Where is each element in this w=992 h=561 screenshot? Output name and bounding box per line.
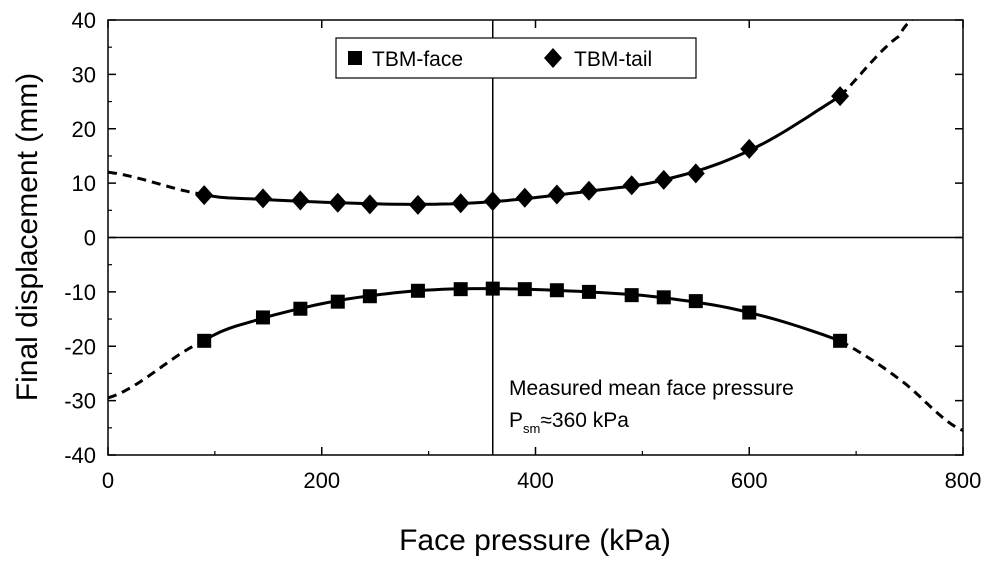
marker-tbm-face — [624, 288, 639, 303]
y-tick-label: 0 — [84, 226, 96, 251]
marker-tbm-tail — [408, 194, 427, 215]
marker-tbm-face — [410, 283, 425, 298]
legend: TBM-face TBM-tail — [335, 37, 697, 79]
marker-tbm-tail — [291, 190, 310, 211]
marker-tbm-tail — [483, 191, 502, 212]
y-axis-title: Final displacement (mm) — [11, 73, 44, 401]
x-tick-label: 0 — [102, 468, 114, 493]
x-tick-label: 800 — [945, 468, 982, 493]
marker-tbm-face — [742, 305, 757, 320]
fit-curve-extrapolation-tbm-face-1 — [839, 339, 963, 432]
plot-layer — [108, 20, 963, 455]
annotation: Measured mean face pressure Psm≈360 kPa — [509, 377, 794, 436]
marker-tbm-face — [453, 282, 468, 297]
marker-tbm-tail — [831, 86, 850, 107]
marker-tbm-tail — [515, 187, 534, 208]
tick-layer: 0 200 400 600 800 -40 -30 -20 -10 0 10 20 30 40 — [64, 8, 981, 493]
legend-label-tbm-tail: TBM-tail — [574, 48, 652, 71]
legend-marker-tbm-tail — [544, 48, 562, 68]
marker-tbm-tail — [547, 184, 566, 205]
marker-tbm-face — [549, 283, 564, 298]
annotation-value: ≈360 kPa — [540, 409, 629, 432]
fit-curve-extrapolation-tbm-tail-1 — [839, 20, 914, 98]
fit-curve-extrapolation-tbm-tail-0 — [108, 170, 205, 196]
marker-tbm-face — [581, 284, 596, 299]
fit-curve-extrapolation-tbm-face-0 — [108, 339, 205, 400]
marker-tbm-tail — [740, 138, 759, 159]
marker-tbm-tail — [328, 192, 347, 213]
y-tick-label: 40 — [72, 8, 96, 33]
y-tick-label: -20 — [64, 334, 96, 359]
annotation-subscript: sm — [523, 421, 540, 436]
marker-tbm-face — [517, 282, 532, 297]
marker-tbm-face — [293, 301, 308, 316]
y-tick-label: -30 — [64, 389, 96, 414]
y-tick-label: 20 — [72, 117, 96, 142]
marker-tbm-tail — [195, 185, 214, 206]
marker-tbm-face — [255, 310, 270, 325]
marker-tbm-face — [330, 294, 345, 309]
marker-tbm-tail — [622, 175, 641, 196]
marker-tbm-face — [362, 289, 377, 304]
x-tick-label: 200 — [303, 468, 340, 493]
marker-tbm-face — [485, 281, 500, 296]
marker-tbm-tail — [654, 169, 673, 190]
annotation-line-1: Measured mean face pressure — [509, 377, 794, 400]
marker-tbm-tail — [253, 188, 272, 209]
marker-tbm-face — [688, 294, 703, 309]
x-tick-label: 600 — [731, 468, 768, 493]
y-tick-label: -10 — [64, 280, 96, 305]
legend-box — [335, 37, 697, 79]
marker-tbm-tail — [360, 194, 379, 215]
y-tick-label: 10 — [72, 171, 96, 196]
annotation-line-2: Psm≈360 kPa — [509, 409, 629, 436]
legend-label-tbm-face: TBM-face — [372, 48, 463, 71]
marker-tbm-tail — [579, 180, 598, 201]
y-tick-label: -40 — [64, 443, 96, 468]
annotation-symbol: P — [509, 409, 523, 432]
marker-tbm-face — [833, 333, 848, 348]
marker-tbm-face — [197, 333, 212, 348]
marker-tbm-face — [656, 290, 671, 305]
marker-tbm-tail — [686, 163, 705, 184]
y-tick-label: 30 — [72, 62, 96, 87]
legend-marker-tbm-face — [348, 51, 362, 65]
x-axis-title: Face pressure (kPa) — [399, 524, 671, 557]
x-tick-label: 400 — [517, 468, 554, 493]
marker-tbm-tail — [451, 193, 470, 214]
